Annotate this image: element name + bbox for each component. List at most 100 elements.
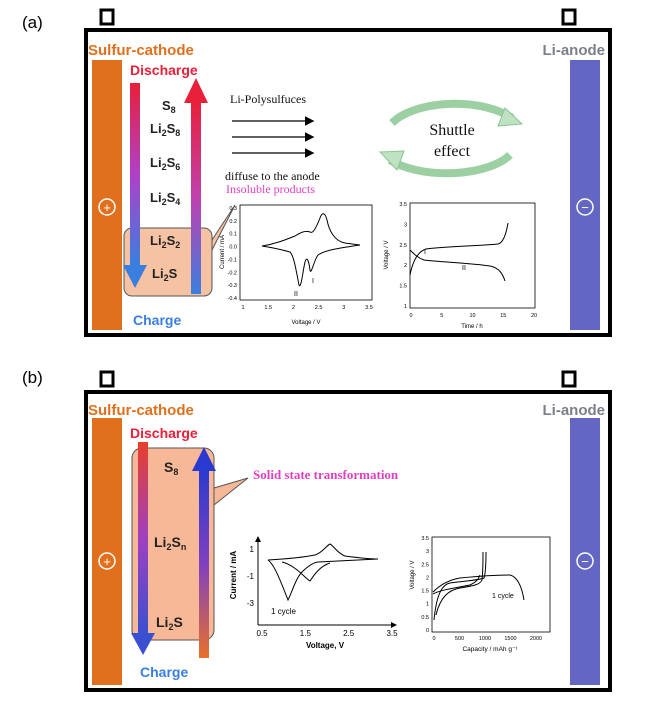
shuttle-text-1: Shuttle [429,122,474,139]
gcd-b-ylabel: Voltage / V [410,560,416,589]
discharge-arrow-a [130,83,140,265]
gcd-b-y-tick-1: 3 [426,549,429,555]
gcd-a-xlabel: Time / h [461,324,482,330]
cv-b-y-tick-0: 1 [250,545,255,554]
species-li2s6-a: Li2S6 [150,155,180,172]
gcd-a-x-tick-2: 10 [469,313,475,319]
charge-arrowhead-b [192,447,216,471]
plus-icon-a [98,198,116,216]
cv-b-y-tick-1: -1 [247,572,255,581]
insoluble-products-box [123,227,213,297]
species-li2s8-a: Li2S8 [150,121,180,138]
cv-a-y-tick-0: 0.3 [229,206,237,212]
cv-b-x-tick-3: 3.5 [386,629,398,638]
shuttle-arrow-top [389,99,515,126]
battery-terminal-left-b [99,370,115,388]
cv-a-y-tick-2: 0.1 [229,232,237,238]
gcd-b-y-tick-6: 0.5 [421,615,429,621]
solid-state-text: Solid state transformation [253,467,399,482]
cv-a-curve-anodic [261,213,361,247]
cathode-label-a: Sulfur-cathode [88,42,194,59]
svg-text:+: + [103,554,111,569]
gcd-a-x-tick-4: 20 [531,313,537,319]
cv-b-x-tick-2: 2.5 [343,629,355,638]
species-s8-a: S8 [162,98,176,115]
gcd-a-y-tick-1: 3 [404,222,407,228]
gcd-a-plateau-II: II [462,265,466,272]
polysulfides-text: Li-Polysulfuces [230,92,306,106]
gcd-b-y-tick-7: 0 [426,628,429,634]
cv-a-curve-cathodic [261,244,361,287]
species-li2s-a: Li2S [152,266,178,283]
discharge-arrowhead-b [131,633,155,655]
cv-a-y-tick-4: -0.1 [228,257,237,263]
cv-a-y-tick-5: -0.2 [228,270,237,276]
shuttle-arrow-bottom [387,152,513,178]
battery-terminal-right-b [561,370,577,388]
gcd-b-y-tick-4: 1.5 [421,589,429,595]
cv-b-xlabel: Voltage, V [306,641,345,650]
gcd-a-plateau-I: I [424,249,426,256]
svg-text:−: − [581,554,589,569]
gcd-b-annotation: 1 cycle [492,593,514,600]
cv-a-x-tick-4: 3 [342,305,345,311]
gcd-a-y-tick-0: 3.5 [399,202,407,208]
cv-b-x-tick-1: 1.5 [300,629,312,638]
insoluble-callout [211,204,236,251]
cv-b-y-tick-2: -3 [247,599,255,608]
gcd-b-y-tick-0: 3.5 [421,536,429,542]
gcd-b-y-tick-2: 2.5 [421,562,429,568]
charge-label-a: Charge [133,312,181,328]
minus-icon-b [576,552,594,570]
cv-a-peak-I: I [312,278,314,285]
gcd-a-y-tick-4: 1.5 [399,284,407,290]
gcd-plot-a: 3.5 3 2.5 2 1.5 1 0 5 10 15 20 Voltage / V Time /… [384,202,537,330]
cv-b-curve-cathodic-1 [267,558,379,602]
species-li2s2-a: Li2S2 [150,233,180,250]
gcd-b-x-tick-4: 2000 [530,636,542,642]
battery-terminal-right [561,8,577,26]
cv-a-peak-II: II [294,291,298,298]
cv-a-xlabel: Voltage / V [291,320,320,326]
minus-icon-a [576,198,594,216]
cv-a-x-tick-2: 2 [292,305,295,311]
cv-a-y-tick-3: 0.0 [229,245,237,251]
cathode-label-b: Sulfur-cathode [88,402,194,419]
svg-text:−: − [581,200,589,215]
cv-plot-a: 0.3 0.2 0.1 0.0 -0.1 -0.2 -0.3 -0.4 1 1.5 2 2.5 3 3.… [220,204,373,326]
cathode-bar-a [92,60,122,330]
gcd-a-y-tick-3: 2 [404,263,407,269]
species-s8-b: S8 [164,459,178,477]
cv-a-x-tick-5: 3.5 [365,305,373,311]
gcd-b-y-tick-5: 1 [426,602,429,608]
gcd-a-ylabel: Voltage / V [384,240,390,269]
gcd-a-x-tick-1: 5 [440,313,443,319]
discharge-arrowhead-a [123,265,147,288]
shuttle-text-2: effect [434,143,471,160]
gcd-b-charge-2 [435,551,484,616]
species-li2s4-a: Li2S4 [150,190,180,207]
cv-a-x-tick-0: 1 [241,305,244,311]
cv-b-x-tick-0: 0.5 [256,629,268,638]
gcd-b-charge-1 [433,551,487,621]
discharge-label-a: Discharge [130,62,198,78]
shuttle-arrowhead-top [497,107,524,127]
gcd-a-y-tick-2: 2.5 [399,243,407,249]
cv-b-ylabel: Current / mA [229,551,238,600]
anode-bar-b [570,418,600,685]
gcd-b-x-tick-3: 1500 [504,636,516,642]
panel-b-label: (b) [22,368,43,387]
gcd-a-x-tick-3: 15 [500,313,506,319]
cv-b-curve-anodic [267,543,379,561]
gcd-b-x-tick-0: 0 [432,636,435,642]
gcd-b-x-tick-1: 500 [455,636,464,642]
solid-state-callout [213,477,249,507]
plus-icon-b [98,552,116,570]
species-li2s-b: Li2S [156,614,183,632]
shuttle-arrowhead-bottom [378,150,405,171]
cv-a-ylabel: Current / mA [220,235,226,269]
charge-arrow-b [199,470,209,658]
gcd-b-x-tick-2: 1000 [479,636,491,642]
cv-a-y-tick-6: -0.3 [228,283,237,289]
